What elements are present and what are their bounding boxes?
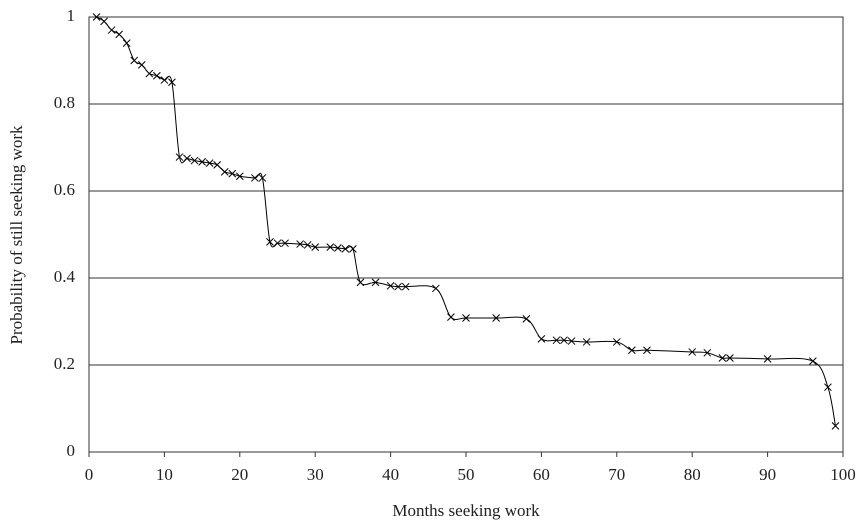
x-tick-label: 0 (85, 465, 94, 484)
point-marker (160, 76, 169, 84)
point-marker (296, 240, 304, 248)
x-tick-label: 30 (307, 465, 324, 484)
point-marker (183, 154, 191, 163)
y-tick-label: 0.6 (54, 180, 75, 199)
point-marker (333, 244, 342, 252)
point-marker (831, 422, 840, 430)
point-marker (258, 174, 267, 182)
line (96, 16, 836, 426)
point-marker (168, 78, 176, 87)
plot-frame (88, 16, 844, 453)
point-marker (190, 156, 199, 165)
point-marker (356, 278, 365, 287)
point-marker (567, 337, 576, 345)
point-marker (92, 13, 101, 21)
point-marker (522, 315, 531, 323)
x-tick-label: 60 (533, 465, 550, 484)
point-marker (198, 158, 206, 166)
point-marker (266, 238, 274, 246)
x-tick-label: 90 (759, 465, 776, 484)
x-tick-label: 20 (231, 465, 248, 484)
point-marker (612, 338, 621, 346)
x-tick-label: 10 (156, 465, 173, 484)
point-marker (115, 30, 124, 39)
point-marker (273, 239, 282, 248)
x-tick-label: 50 (458, 465, 475, 484)
point-marker (130, 56, 139, 65)
y-tick-label: 0 (67, 441, 76, 460)
y-tick-label: 0.4 (54, 267, 76, 286)
point-marker (628, 346, 636, 355)
point-marker (251, 174, 259, 182)
point-marker (552, 336, 561, 345)
point-marker (394, 282, 402, 291)
point-marker (447, 313, 455, 322)
point-marker (137, 60, 146, 69)
point-marker (582, 338, 591, 346)
point-marker (205, 159, 214, 168)
point-marker (122, 39, 131, 47)
y-tick-label: 0.2 (54, 354, 75, 373)
point-marker (228, 169, 237, 178)
point-marker (462, 314, 470, 322)
point-marker (763, 355, 772, 363)
point-marker (107, 26, 116, 34)
x-axis-title: Months seeking work (392, 501, 540, 520)
point-marker (153, 71, 161, 80)
point-marker (175, 153, 184, 161)
point-marker (492, 314, 501, 322)
point-marker (824, 383, 832, 392)
point-marker (213, 161, 222, 169)
point-marker (326, 243, 335, 251)
point-marker (718, 354, 727, 362)
point-marker (386, 281, 395, 290)
x-tick-label: 100 (830, 465, 856, 484)
y-tick-label: 1 (67, 6, 76, 25)
point-marker (235, 172, 244, 181)
x-tick-label: 80 (684, 465, 701, 484)
point-marker (560, 336, 568, 345)
point-marker (311, 243, 320, 251)
point-marker (703, 348, 712, 357)
point-marker (401, 282, 410, 291)
point-marker (220, 168, 229, 176)
point-marker (431, 284, 440, 293)
y-axis-title: Probability of still seeking work (7, 125, 26, 345)
point-marker (371, 278, 380, 287)
point-marker (100, 17, 108, 26)
point-marker (145, 69, 154, 78)
point-marker (808, 357, 817, 365)
y-tick-label: 0.8 (54, 93, 75, 112)
point-marker (341, 245, 350, 253)
point-marker (688, 348, 697, 356)
point-marker (349, 245, 357, 253)
point-marker (726, 354, 734, 362)
point-marker (537, 335, 546, 343)
point-marker (303, 241, 312, 249)
point-marker (643, 346, 651, 355)
point-marker (281, 239, 289, 248)
x-tick-label: 70 (608, 465, 625, 484)
x-tick-label: 40 (382, 465, 399, 484)
